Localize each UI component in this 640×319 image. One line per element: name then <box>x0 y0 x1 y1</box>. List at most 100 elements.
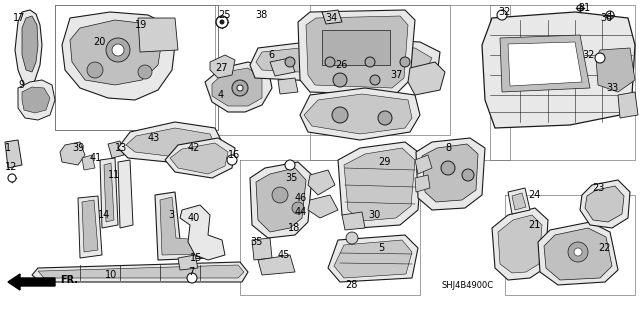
Polygon shape <box>334 240 412 278</box>
Polygon shape <box>512 193 526 210</box>
Polygon shape <box>252 238 272 260</box>
Polygon shape <box>70 20 162 85</box>
Text: 35: 35 <box>285 173 298 183</box>
Polygon shape <box>482 12 635 128</box>
Polygon shape <box>155 192 208 260</box>
Polygon shape <box>270 58 295 76</box>
Text: 6: 6 <box>268 50 274 60</box>
Polygon shape <box>170 143 228 174</box>
Circle shape <box>333 73 347 87</box>
Text: 39: 39 <box>72 143 84 153</box>
Circle shape <box>574 248 582 256</box>
Text: 36: 36 <box>600 13 612 23</box>
Circle shape <box>462 169 474 181</box>
Text: 29: 29 <box>378 157 390 167</box>
Text: SHJ4B4900C: SHJ4B4900C <box>442 280 494 290</box>
Text: 11: 11 <box>108 170 120 180</box>
Polygon shape <box>165 138 235 178</box>
Circle shape <box>87 62 103 78</box>
Circle shape <box>568 242 588 262</box>
Polygon shape <box>618 92 638 118</box>
Text: 42: 42 <box>188 143 200 153</box>
Polygon shape <box>118 122 222 162</box>
Polygon shape <box>415 155 432 174</box>
Text: 40: 40 <box>188 213 200 223</box>
Polygon shape <box>32 262 248 282</box>
Text: 44: 44 <box>295 207 307 217</box>
Text: 3: 3 <box>168 210 174 220</box>
Text: 12: 12 <box>5 162 17 172</box>
Circle shape <box>370 75 380 85</box>
Text: 45: 45 <box>278 250 291 260</box>
Polygon shape <box>60 142 85 165</box>
Text: 10: 10 <box>105 270 117 280</box>
Circle shape <box>106 38 130 62</box>
Polygon shape <box>544 228 612 280</box>
Text: 26: 26 <box>335 60 348 70</box>
Circle shape <box>595 53 605 63</box>
Polygon shape <box>322 30 390 65</box>
Text: 21: 21 <box>528 220 540 230</box>
Polygon shape <box>126 128 215 156</box>
Polygon shape <box>308 195 338 218</box>
Polygon shape <box>178 255 198 270</box>
Text: 46: 46 <box>295 193 307 203</box>
Text: 13: 13 <box>115 143 127 153</box>
Polygon shape <box>212 68 262 106</box>
Text: 1: 1 <box>5 143 11 153</box>
Polygon shape <box>492 208 548 280</box>
Text: 38: 38 <box>255 10 268 20</box>
Circle shape <box>220 20 224 24</box>
Text: 16: 16 <box>228 150 240 160</box>
Polygon shape <box>322 10 342 24</box>
Polygon shape <box>596 48 635 92</box>
Circle shape <box>272 187 288 203</box>
Circle shape <box>285 160 295 170</box>
Text: 27: 27 <box>215 63 227 73</box>
Polygon shape <box>15 10 42 88</box>
Circle shape <box>441 161 455 175</box>
Text: 28: 28 <box>345 280 357 290</box>
Text: 35: 35 <box>250 237 262 247</box>
Circle shape <box>187 273 197 283</box>
Text: 41: 41 <box>90 153 102 163</box>
Circle shape <box>497 10 507 20</box>
Polygon shape <box>500 35 590 92</box>
Circle shape <box>378 111 392 125</box>
Text: 19: 19 <box>135 20 147 30</box>
Text: 8: 8 <box>445 143 451 153</box>
Text: 30: 30 <box>368 210 380 220</box>
Polygon shape <box>298 10 415 95</box>
Polygon shape <box>138 18 178 52</box>
Polygon shape <box>250 162 312 238</box>
Polygon shape <box>300 88 420 140</box>
Text: 34: 34 <box>325 13 337 23</box>
Polygon shape <box>22 16 38 72</box>
Circle shape <box>332 107 348 123</box>
Polygon shape <box>205 62 272 112</box>
Circle shape <box>112 44 124 56</box>
Polygon shape <box>210 55 235 78</box>
Polygon shape <box>278 78 298 94</box>
Text: 31: 31 <box>578 3 590 13</box>
Polygon shape <box>408 62 445 95</box>
Text: 23: 23 <box>592 183 604 193</box>
Polygon shape <box>18 80 55 120</box>
Polygon shape <box>250 38 440 82</box>
Polygon shape <box>422 144 478 202</box>
Polygon shape <box>585 186 624 222</box>
Polygon shape <box>104 163 114 222</box>
Polygon shape <box>342 212 365 230</box>
Polygon shape <box>118 160 133 228</box>
Polygon shape <box>5 140 22 168</box>
Circle shape <box>8 174 16 182</box>
Polygon shape <box>308 170 335 195</box>
Polygon shape <box>78 196 102 258</box>
Polygon shape <box>416 138 485 210</box>
Polygon shape <box>256 44 432 74</box>
Text: 15: 15 <box>190 253 202 263</box>
Polygon shape <box>22 87 50 113</box>
Circle shape <box>292 202 304 214</box>
Polygon shape <box>258 255 295 275</box>
Polygon shape <box>108 141 124 158</box>
